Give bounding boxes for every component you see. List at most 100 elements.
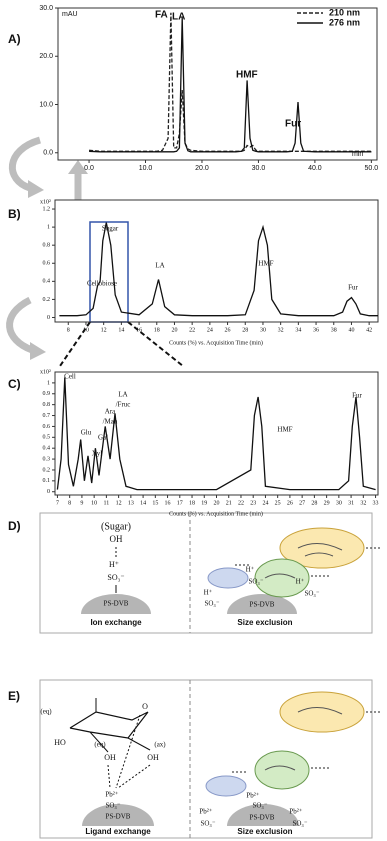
x-tick-label: 38 xyxy=(331,327,337,333)
y-tick-label: 20.0 xyxy=(39,53,53,60)
chem-label: SO₃⁻ xyxy=(107,573,124,582)
panel-box xyxy=(39,679,373,839)
x-tick-label: 24 xyxy=(207,327,213,333)
y-tick-label: 1 xyxy=(47,380,50,386)
chem-label: SO₃⁻ xyxy=(200,820,215,828)
x-tick-label: 12 xyxy=(116,500,122,506)
chem-label: (eq) xyxy=(40,708,52,716)
panel-label: A) xyxy=(8,32,21,46)
y-tick-label: 0.4 xyxy=(43,279,51,285)
x-tick-label: 28 xyxy=(311,500,317,506)
panel-box xyxy=(39,512,373,634)
x-tick-label: 31 xyxy=(348,500,354,506)
legend-label: 210 nm xyxy=(329,7,360,17)
y-axis-label: mAU xyxy=(62,11,78,18)
x-tick-label: 10 xyxy=(91,500,97,506)
plot-frame xyxy=(54,199,379,323)
medium-molecule xyxy=(254,558,310,598)
peak-label: HMF xyxy=(236,70,258,81)
peak-label: LA xyxy=(172,12,185,23)
chem-label: Pb²⁺ xyxy=(246,792,259,800)
x-tick-label: 16 xyxy=(136,327,142,333)
x-tick-label: 40 xyxy=(348,327,354,333)
caption: Ligand exchange xyxy=(85,827,151,836)
x-tick-label: 50.0 xyxy=(365,165,379,172)
trace xyxy=(56,377,376,491)
y-tick-label: 0.3 xyxy=(43,456,51,462)
x-axis-label: Counts (%) vs. Acquisition Time (min) xyxy=(169,510,263,517)
chem-label: OH xyxy=(104,753,116,762)
x-tick-label: 21 xyxy=(226,500,232,506)
peak-label: Fur xyxy=(352,392,362,400)
legend-label: 276 nm xyxy=(329,17,360,27)
x-tick-label: 0.0 xyxy=(84,165,94,172)
chem-label: SO₃⁻ xyxy=(204,600,219,608)
resin-bead xyxy=(82,804,154,826)
trace xyxy=(89,12,372,152)
x-tick-label: 8 xyxy=(67,327,70,333)
peak-label: Cellobiose xyxy=(87,280,117,288)
x-tick-label: 32 xyxy=(360,500,366,506)
x-tick-label: 20 xyxy=(171,327,177,333)
trace xyxy=(59,222,378,317)
y-tick-label: 0.9 xyxy=(43,391,51,397)
peak-label: Gal xyxy=(98,434,108,442)
x-tick-label: 34 xyxy=(295,327,301,333)
x-tick-label: 42 xyxy=(366,327,372,333)
chem-label: SO₃⁻ xyxy=(304,590,319,598)
chem-label: H⁺ xyxy=(109,560,119,569)
x-tick-label: 9 xyxy=(80,500,83,506)
x-tick-label: 29 xyxy=(324,500,330,506)
chem-label: Pb²⁺ xyxy=(289,808,302,816)
small-molecule xyxy=(205,775,247,797)
x-tick-label: 33 xyxy=(373,500,379,506)
x-tick-label: 24 xyxy=(262,500,268,506)
x-tick-label: 18 xyxy=(154,327,160,333)
arrow-head xyxy=(28,180,44,198)
chem-label: SO₃⁻ xyxy=(248,578,263,586)
x-tick-label: 26 xyxy=(287,500,293,506)
resin-bead xyxy=(81,594,151,614)
arrow-heads xyxy=(28,160,88,360)
arrow-head xyxy=(68,160,88,174)
chem-label: PS-DVB xyxy=(250,601,275,609)
panel-label: D) xyxy=(8,519,21,533)
x-tick-label: 32 xyxy=(278,327,284,333)
peak-label: /Fruc xyxy=(116,401,131,409)
curved-arrow xyxy=(6,296,34,354)
peak-label: LA xyxy=(155,262,164,270)
large-molecule xyxy=(279,527,365,569)
x-tick-label: 23 xyxy=(250,500,256,506)
x-tick-label: 30 xyxy=(260,327,266,333)
chem-label: Pb²⁺ xyxy=(199,808,212,816)
x-tick-label: 12 xyxy=(101,327,107,333)
chem-label: (ax) xyxy=(154,741,166,749)
bond xyxy=(127,737,151,751)
y-tick-label: 0.6 xyxy=(43,261,51,267)
caption: Size exclusion xyxy=(237,827,292,836)
flow-arrows xyxy=(6,136,82,354)
y-tick-label: 0.5 xyxy=(43,435,51,441)
panel-label: E) xyxy=(8,689,20,703)
chem-label: H⁺ xyxy=(296,578,305,586)
zoom-connector xyxy=(59,321,91,367)
y-tick-label: 0 xyxy=(47,315,50,321)
x-tick-label: 20.0 xyxy=(195,165,209,172)
chem-label: Pb²⁺ xyxy=(105,791,118,799)
chem-label: HO xyxy=(54,738,66,747)
x-tick-label: 18 xyxy=(189,500,195,506)
y-tick-label: 0.2 xyxy=(43,467,51,473)
molecule-sketch xyxy=(264,573,296,579)
plot-frame xyxy=(57,7,378,161)
resin-bead xyxy=(227,804,299,826)
x-tick-label: 20 xyxy=(214,500,220,506)
arrow-head xyxy=(30,342,46,360)
chem-label: PS-DVB xyxy=(250,814,275,822)
y-tick-label: 0.7 xyxy=(43,413,51,419)
x-tick-label: 19 xyxy=(201,500,207,506)
y-tick-label: 0.0 xyxy=(43,150,53,157)
peak-label: HMF xyxy=(258,260,273,268)
peak-label: HMF xyxy=(277,426,292,434)
x-tick-label: 40.0 xyxy=(308,165,322,172)
